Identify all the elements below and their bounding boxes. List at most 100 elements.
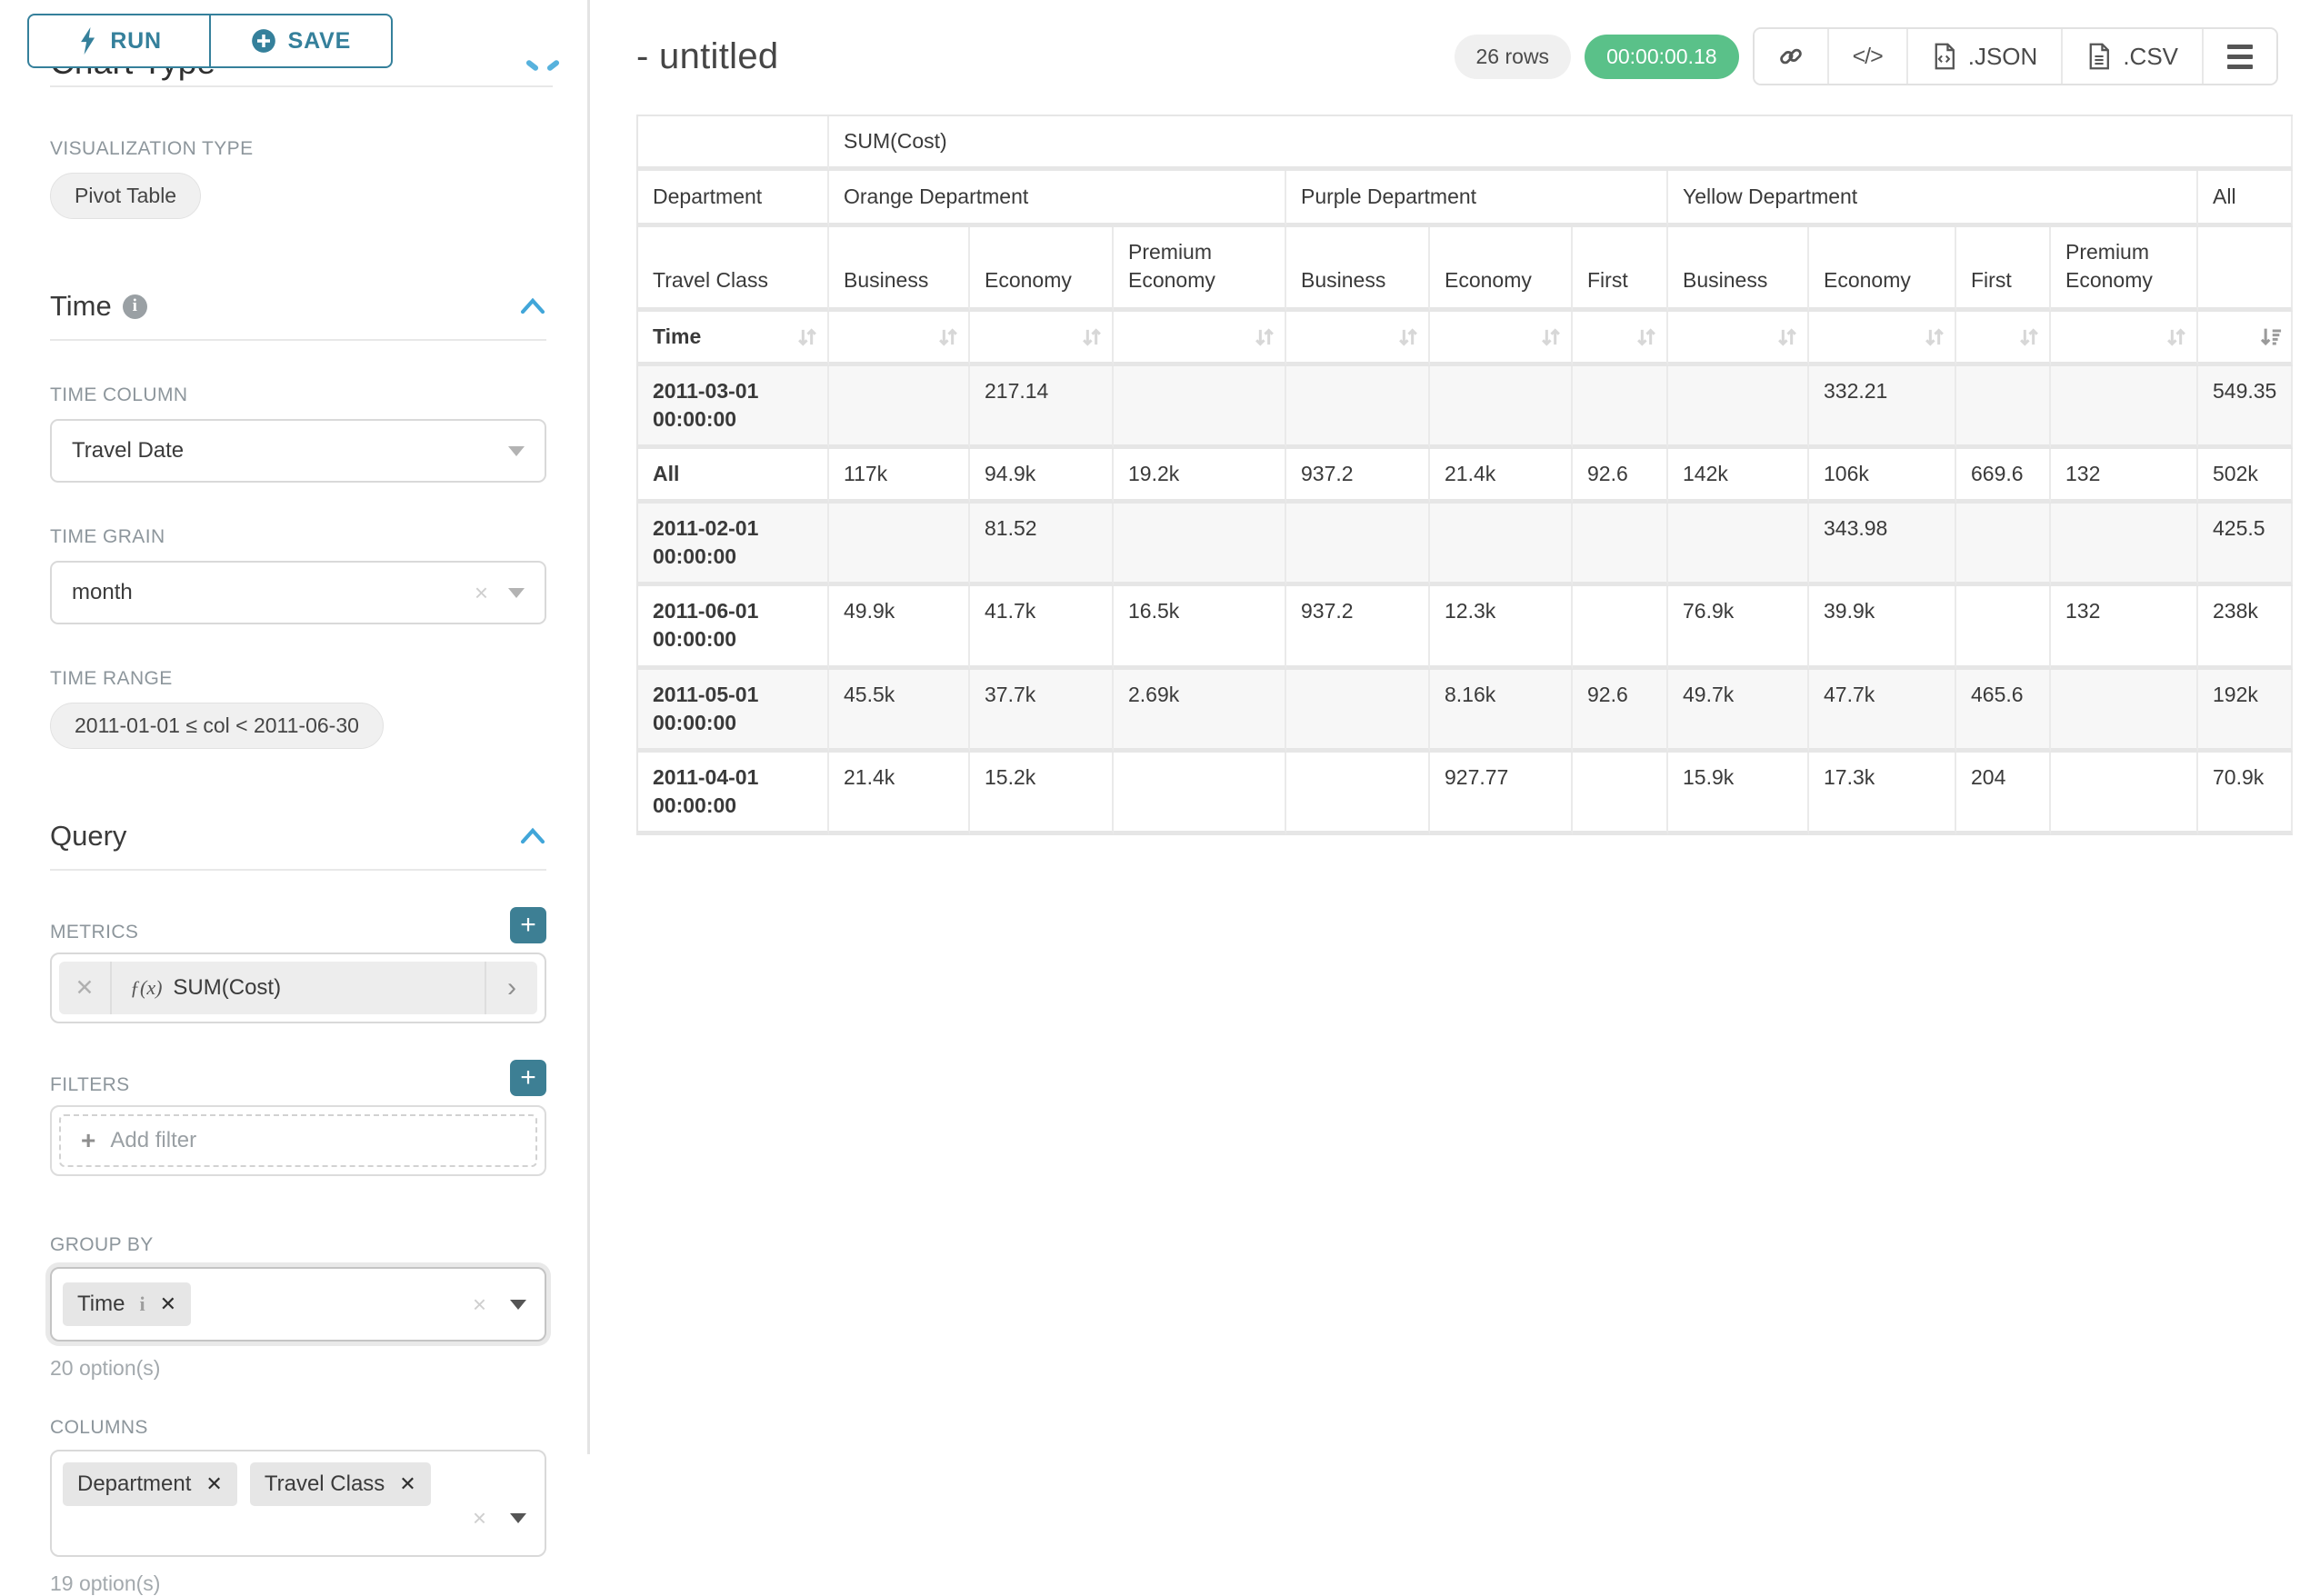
query-section-title: Query (50, 820, 126, 853)
sortable-column-header[interactable] (1809, 312, 1956, 366)
caret-down-icon[interactable] (510, 1513, 526, 1523)
table-row: 2011-02-01 00:00:0081.52343.98425.5 (638, 504, 2293, 586)
export-json-button[interactable]: .JSON (1906, 29, 2062, 84)
sortable-column-header[interactable] (829, 312, 970, 366)
travel-class-header: Premium Economy (1114, 227, 1286, 312)
sort-icon (935, 324, 961, 350)
query-section-header[interactable]: Query (50, 820, 546, 853)
metrics-label-row: METRICS + (50, 907, 546, 943)
pivot-table-container: SUM(Cost)DepartmentOrange DepartmentPurp… (636, 115, 2300, 835)
sortable-column-header[interactable] (1286, 312, 1430, 366)
value-cell (1286, 366, 1430, 449)
value-cell (1956, 366, 2051, 449)
copy-link-button[interactable] (1755, 29, 1827, 84)
value-cell (1286, 504, 1430, 586)
time-sort-header[interactable]: Time (638, 312, 829, 366)
value-cell (1956, 504, 2051, 586)
chevron-up-icon (546, 59, 561, 72)
value-cell: 92.6 (1573, 670, 1668, 753)
sortable-column-header[interactable] (1114, 312, 1286, 366)
add-filter-plus-button[interactable]: + (510, 1060, 546, 1096)
time-column-select[interactable]: Travel Date (50, 419, 546, 483)
metric-pill[interactable]: ✕ ƒ(x) SUM(Cost) › (59, 962, 537, 1014)
sortable-column-header[interactable] (1668, 312, 1809, 366)
value-cell (1430, 504, 1573, 586)
remove-tag-icon[interactable]: ✕ (160, 1292, 176, 1316)
run-button-label: RUN (110, 28, 162, 55)
remove-tag-icon[interactable]: ✕ (205, 1472, 222, 1496)
sort-icon (1395, 324, 1421, 350)
remove-tag-icon[interactable]: ✕ (399, 1472, 415, 1496)
time-section-header[interactable]: Time i (50, 290, 546, 323)
sort-icon (795, 324, 820, 350)
pivot-table: SUM(Cost)DepartmentOrange DepartmentPurp… (636, 115, 2293, 835)
csv-button-label: .CSV (2123, 43, 2178, 71)
value-cell: 132 (2051, 449, 2198, 504)
run-save-button-group: RUN SAVE (27, 14, 393, 68)
json-file-icon (1932, 43, 1957, 70)
columns-tag-travel-class[interactable]: Travel Class ✕ (250, 1462, 431, 1506)
groupby-tag-time[interactable]: Time i ✕ (63, 1282, 191, 1326)
columns-tag-department[interactable]: Department ✕ (63, 1462, 237, 1506)
expand-metric-icon[interactable]: › (485, 962, 537, 1014)
col-dimension-label: Travel Class (638, 227, 829, 312)
menu-button[interactable] (2202, 29, 2276, 84)
sorted-column-header-desc[interactable] (2198, 312, 2293, 366)
sortable-column-header[interactable] (1430, 312, 1573, 366)
sort-icon (2164, 324, 2189, 350)
sortable-column-header[interactable] (1573, 312, 1668, 366)
add-filter-label: Add filter (110, 1128, 196, 1153)
save-button[interactable]: SAVE (209, 14, 393, 68)
run-button[interactable]: RUN (27, 14, 211, 68)
clear-icon[interactable]: × (473, 1291, 486, 1319)
columns-label: COLUMNS (50, 1417, 148, 1439)
sortable-column-header[interactable] (970, 312, 1114, 366)
clear-icon[interactable]: × (475, 579, 488, 607)
add-filter-dropzone[interactable]: + Add filter (59, 1114, 537, 1167)
department-group-header: Yellow Department (1668, 171, 2198, 227)
row-count-badge: 26 rows (1455, 35, 1572, 79)
sort-icon (1079, 324, 1105, 350)
view-query-button[interactable]: </> (1827, 29, 1906, 84)
row-header-cell: 2011-04-01 00:00:00 (638, 753, 829, 835)
columns-tag-label: Department (77, 1471, 191, 1497)
viz-type-label: VISUALIZATION TYPE (50, 138, 546, 160)
value-cell: 49.9k (829, 586, 970, 669)
department-group-header: Purple Department (1286, 171, 1668, 227)
groupby-select[interactable]: Time i ✕ × (50, 1267, 546, 1342)
caret-down-icon[interactable] (510, 1300, 526, 1310)
sort-desc-icon (2258, 324, 2284, 350)
chart-title[interactable]: - untitled (636, 36, 778, 77)
time-grain-select[interactable]: month × (50, 561, 546, 624)
table-row: 2011-06-01 00:00:0049.9k41.7k16.5k937.21… (638, 586, 2293, 669)
time-range-value: 2011-01-01 ≤ col < 2011-06-30 (75, 713, 359, 738)
export-csv-button[interactable]: .CSV (2061, 29, 2202, 84)
sortable-column-header[interactable] (2051, 312, 2198, 366)
remove-metric-icon[interactable]: ✕ (59, 962, 112, 1014)
value-cell: 132 (2051, 586, 2198, 669)
collapse-chevron-icon[interactable] (519, 826, 546, 846)
sort-icon (2016, 324, 2042, 350)
control-panel-sidebar: Chart Type RUN SAVE VISUALIZATION TYPE P… (0, 0, 590, 1454)
columns-select[interactable]: Department ✕ Travel Class ✕ × (50, 1450, 546, 1557)
table-row: 2011-04-01 00:00:0021.4k15.2k927.7715.9k… (638, 753, 2293, 835)
value-cell: 41.7k (970, 586, 1114, 669)
add-metric-button[interactable]: + (510, 907, 546, 943)
sortable-column-header[interactable] (1956, 312, 2051, 366)
time-range-pill[interactable]: 2011-01-01 ≤ col < 2011-06-30 (50, 703, 384, 749)
viz-type-pill[interactable]: Pivot Table (50, 173, 201, 219)
columns-tag-label: Travel Class (265, 1471, 385, 1497)
time-label: Time (653, 324, 701, 348)
function-icon: ƒ(x) (130, 976, 162, 1000)
lightning-icon (76, 27, 98, 55)
viz-type-value: Pivot Table (75, 184, 176, 208)
value-cell: 106k (1809, 449, 1956, 504)
travel-class-header: First (1956, 227, 2051, 312)
travel-class-header: Premium Economy (2051, 227, 2198, 312)
collapse-chevron-icon[interactable] (519, 296, 546, 316)
clear-icon[interactable]: × (473, 1504, 486, 1532)
groupby-label-row: GROUP BY (50, 1234, 546, 1256)
value-cell (1114, 504, 1286, 586)
value-cell (1114, 366, 1286, 449)
value-cell: 39.9k (1809, 586, 1956, 669)
